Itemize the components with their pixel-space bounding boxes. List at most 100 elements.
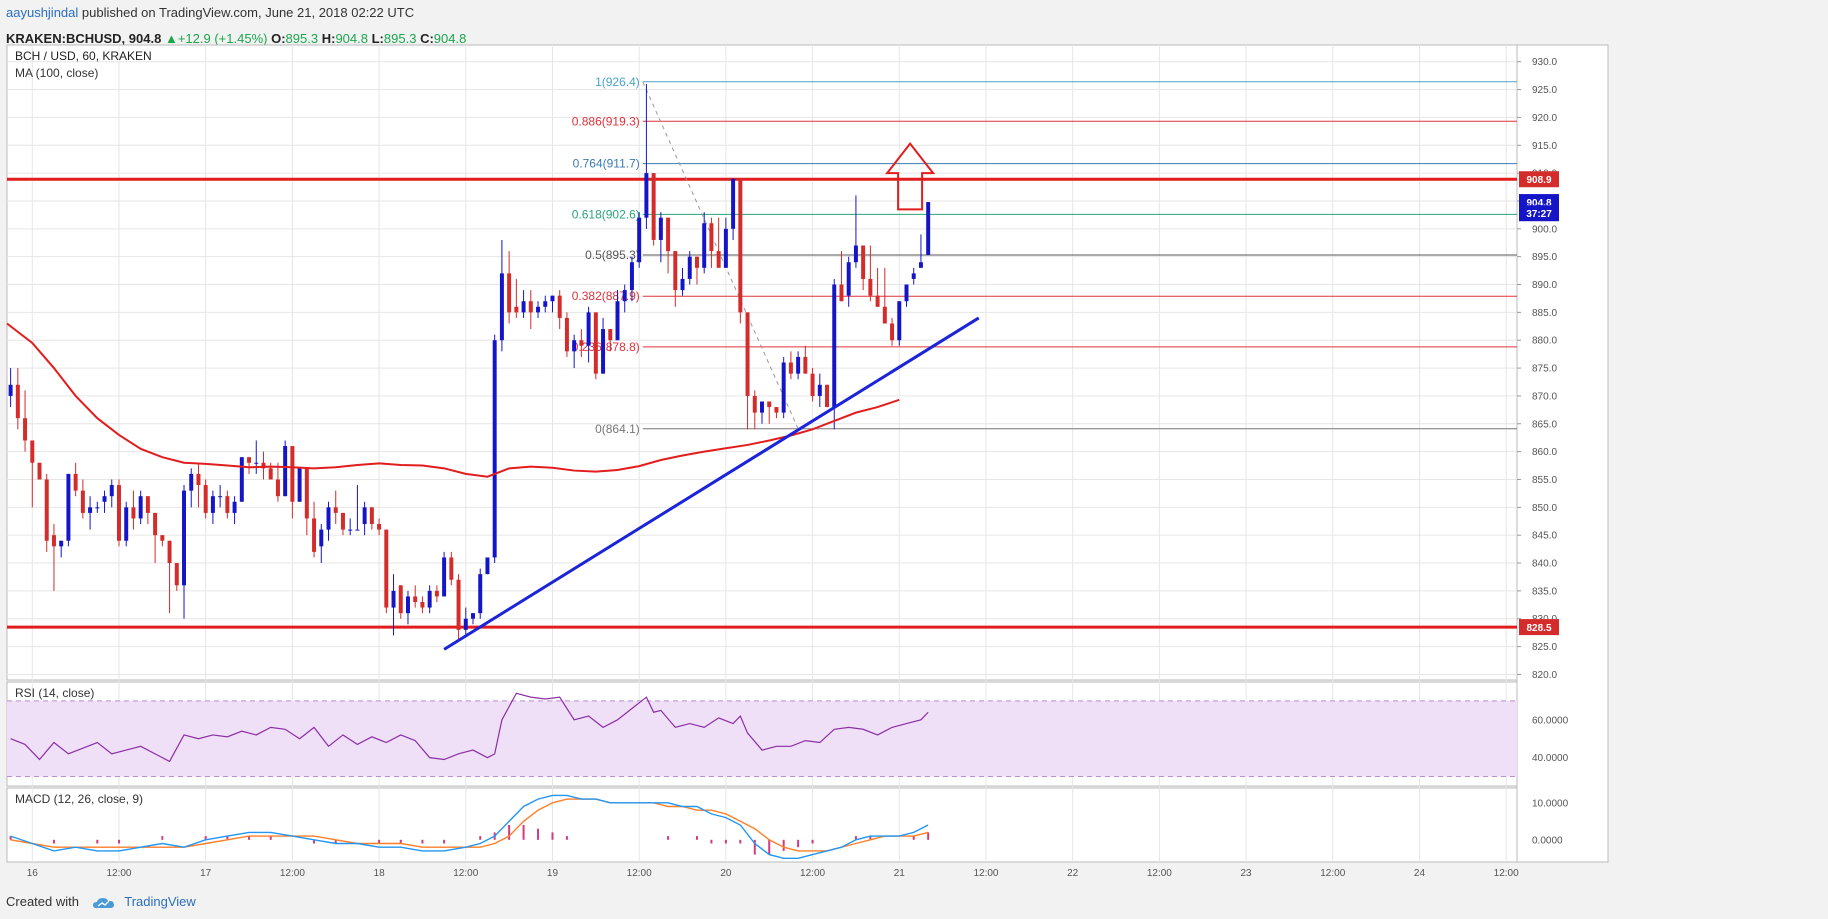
y-tick-label: 835.0 xyxy=(1532,586,1557,597)
macd-y-tick-label: 0.0000 xyxy=(1532,835,1563,846)
candle-body xyxy=(839,284,844,302)
candle-body xyxy=(897,301,902,341)
ma-indicator-label: MA (100, close) xyxy=(15,66,98,80)
candle-body xyxy=(44,479,49,541)
y-tick-label: 855.0 xyxy=(1532,475,1557,486)
candle-body xyxy=(218,496,223,498)
candle-body xyxy=(528,301,533,313)
candle-body xyxy=(239,457,244,502)
candle-body xyxy=(102,496,107,502)
candle-body xyxy=(637,217,642,263)
candle-body xyxy=(15,384,20,419)
y-tick-label: 930.0 xyxy=(1532,57,1557,68)
candle-body xyxy=(485,557,490,575)
rsi-title: RSI (14, close) xyxy=(15,686,94,700)
candle-body xyxy=(521,301,526,313)
candle-body xyxy=(153,512,158,536)
moving-average-line xyxy=(6,322,900,478)
rsi-y-tick-label: 60.0000 xyxy=(1532,715,1569,726)
candle-body xyxy=(680,278,685,291)
candle-body xyxy=(275,479,280,497)
candle-body xyxy=(723,228,728,268)
candle-body xyxy=(434,590,439,597)
candle-body xyxy=(550,295,555,302)
price-pane xyxy=(6,44,1518,681)
candle-body xyxy=(586,312,591,346)
candle-body xyxy=(514,306,519,313)
macd-title: MACD (12, 26, close, 9) xyxy=(15,792,143,806)
tradingview-brand[interactable]: TradingView xyxy=(124,894,196,909)
candle-body xyxy=(95,507,100,509)
candle-body xyxy=(492,340,497,558)
candle-body xyxy=(507,273,512,313)
candle-body xyxy=(449,557,454,580)
up-arrow-icon xyxy=(885,141,936,211)
candle-body xyxy=(203,485,208,513)
candle-body xyxy=(709,223,714,252)
candle-body xyxy=(918,262,923,268)
candle-body xyxy=(579,340,584,346)
low-label: L: xyxy=(371,31,384,46)
candle-body xyxy=(760,401,764,413)
candle-body xyxy=(752,395,757,413)
candle-body xyxy=(377,524,382,530)
candle-body xyxy=(702,223,707,268)
candle-body xyxy=(817,384,822,396)
candle-body xyxy=(362,507,367,525)
candle-body xyxy=(499,273,504,341)
candle-body xyxy=(59,540,64,547)
chart-svg[interactable]: 16 12:00 17 12:00 18 12:00 19 12:00 20 12:00 21 12:… xyxy=(0,40,1828,880)
close-value: 904.8 xyxy=(433,31,467,46)
y-tick-label: 825.0 xyxy=(1532,642,1557,653)
y-tick-label: 820.0 xyxy=(1532,670,1557,681)
candle-body xyxy=(478,574,483,614)
candle-body xyxy=(781,362,786,413)
candle-body xyxy=(131,507,136,519)
candle-body xyxy=(283,446,288,497)
x-tick-label: 20 xyxy=(720,868,732,879)
candle-body xyxy=(413,596,418,603)
price-badge xyxy=(1519,619,1559,636)
chart-area[interactable]: 16 12:00 17 12:00 18 12:00 19 12:00 20 12:00 21 12:… xyxy=(0,40,1828,880)
fib-level-label: 0.764(911.7) xyxy=(573,157,640,171)
candle-body xyxy=(160,535,165,541)
candle-body xyxy=(543,301,548,307)
open-value: 895.3 xyxy=(285,31,319,46)
chart-title: BCH / USD, 60, KRAKEN xyxy=(15,49,152,63)
candle-body xyxy=(673,251,678,291)
candle-body xyxy=(593,312,598,374)
candle-body xyxy=(109,485,114,497)
candle-body xyxy=(861,245,866,279)
candle-body xyxy=(384,529,389,608)
fib-level-label: 0.5(895.3) xyxy=(585,248,640,262)
x-tick-label: 12:00 xyxy=(1494,868,1519,879)
x-tick-label: 12:00 xyxy=(453,868,478,879)
fib-level-label: 1(926.4) xyxy=(595,75,640,89)
candle-body xyxy=(716,251,721,268)
candle-body xyxy=(145,496,150,513)
candle-body xyxy=(456,579,461,630)
created-with-text: Created with xyxy=(6,894,79,909)
macd-line xyxy=(10,794,929,859)
candle-body xyxy=(572,340,577,352)
price-axis-area xyxy=(1516,44,1609,863)
candle-body xyxy=(297,468,302,502)
x-tick-label: 12:00 xyxy=(1147,868,1172,879)
x-tick-label: 18 xyxy=(374,868,386,879)
price-badge xyxy=(1519,205,1559,222)
candle-body xyxy=(268,468,273,480)
rsi-band xyxy=(7,700,1517,777)
author-link[interactable]: aayushjindal xyxy=(6,5,79,20)
price-badge-label: 828.5 xyxy=(1526,623,1551,634)
candle-body xyxy=(398,585,403,614)
high-value: 904.8 xyxy=(335,31,368,46)
candle-body xyxy=(405,596,410,614)
price-badge-label: 37:27 xyxy=(1526,209,1552,220)
candle-body xyxy=(868,278,873,296)
y-tick-label: 870.0 xyxy=(1532,391,1557,402)
candle-body xyxy=(247,457,252,463)
candle-body xyxy=(225,496,230,513)
candle-body xyxy=(687,256,692,279)
y-tick-label: 845.0 xyxy=(1532,531,1557,542)
candle-body xyxy=(210,496,215,513)
